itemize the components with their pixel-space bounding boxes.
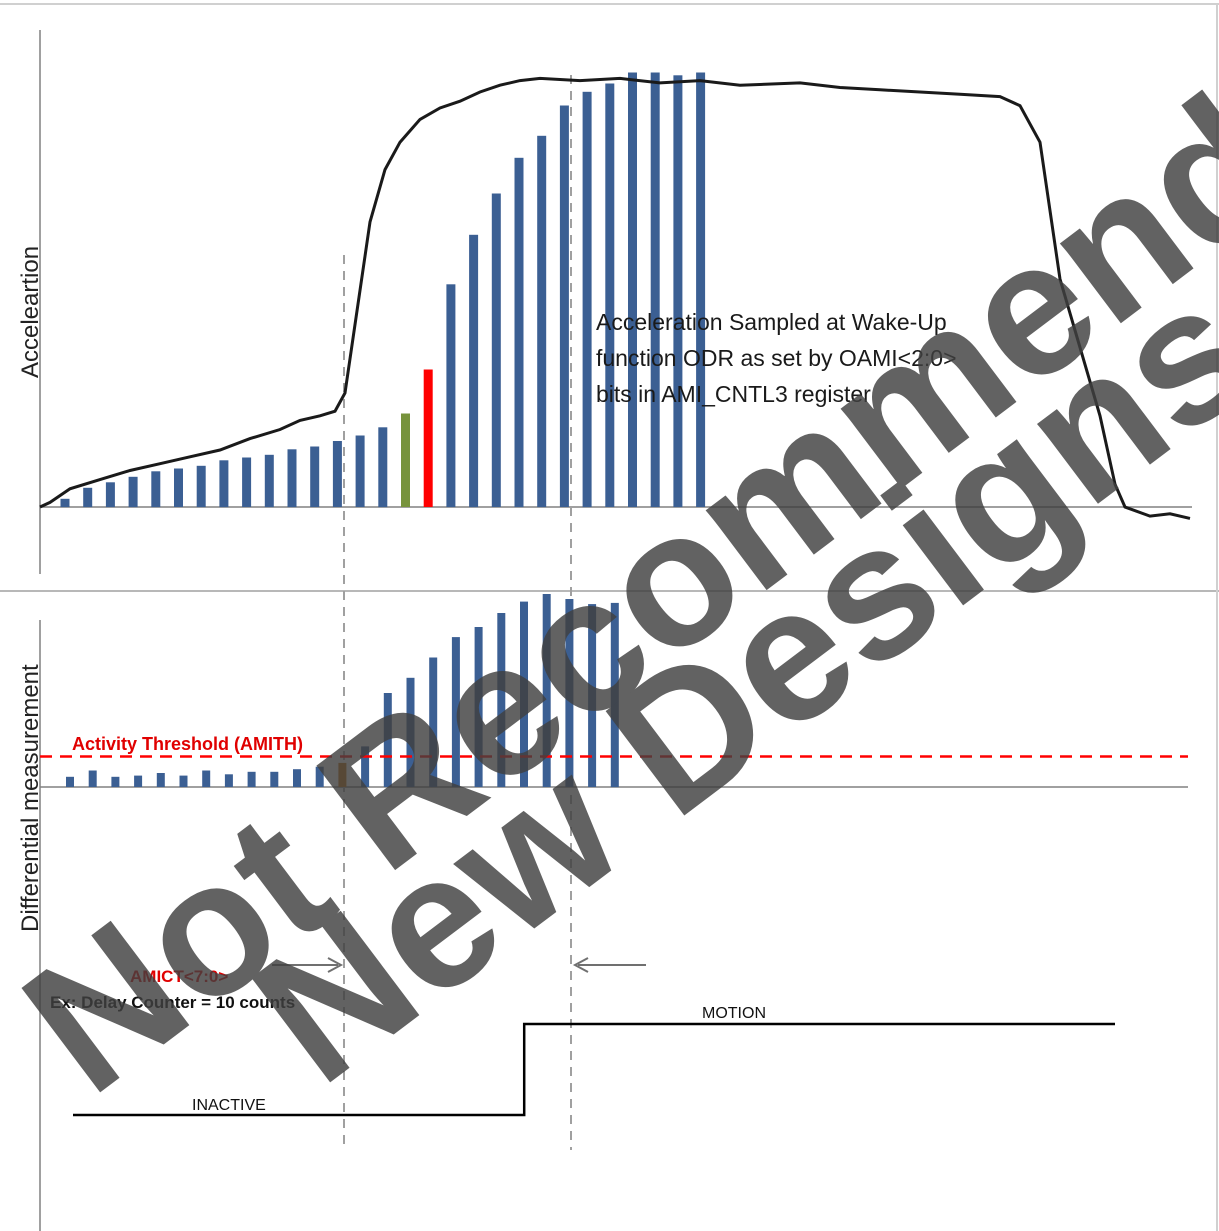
diff-bar xyxy=(270,771,279,787)
diff-bar xyxy=(224,774,233,787)
accel-bar xyxy=(582,91,592,508)
diff-bar xyxy=(179,775,188,787)
accel-bar xyxy=(151,471,161,508)
diff-bar xyxy=(111,776,120,787)
accel-bar xyxy=(264,454,274,508)
accel-bar xyxy=(559,105,569,507)
accel-bar xyxy=(242,457,252,507)
accel-bar xyxy=(128,476,138,508)
counter-example: Ex: Delay Counter = 10 counts xyxy=(50,993,295,1012)
diff-bar xyxy=(542,594,551,787)
accel-bar xyxy=(423,369,433,507)
accel-bar xyxy=(196,465,206,508)
diff-bar xyxy=(497,613,506,787)
acceleration-curve xyxy=(39,76,1191,520)
accel-bar xyxy=(287,449,297,508)
diff-y-label: Differential measurement xyxy=(17,664,44,932)
accel-bar xyxy=(446,284,456,508)
diff-bar xyxy=(315,766,324,787)
diff-bar xyxy=(66,776,74,787)
diff-bar xyxy=(247,771,256,787)
annotation-line-3: bits in AMI_CNTL3 register xyxy=(596,381,871,407)
acceleration-samples xyxy=(60,72,706,508)
accel-bar xyxy=(60,498,70,508)
accel-bar xyxy=(491,193,501,507)
diff-bar xyxy=(156,773,165,787)
diff-bar xyxy=(88,770,97,787)
accel-bar xyxy=(628,72,637,507)
diff-bar xyxy=(202,770,211,787)
counter-arrows xyxy=(272,957,646,973)
diff-bar xyxy=(293,769,301,787)
threshold-label: Activity Threshold (AMITH) xyxy=(72,734,303,754)
accel-bar xyxy=(673,75,683,508)
diff-bar xyxy=(361,746,370,787)
accel-bar xyxy=(401,413,410,507)
diff-bar xyxy=(406,677,415,787)
diff-bar xyxy=(451,637,460,787)
accel-bar xyxy=(355,435,365,507)
right-arrowhead-icon xyxy=(327,957,344,973)
differential-samples xyxy=(66,594,619,788)
accel-bar xyxy=(219,460,229,508)
diff-bar xyxy=(588,604,597,787)
accel-bar xyxy=(605,83,615,507)
diff-bar xyxy=(429,657,438,787)
accel-bar xyxy=(537,135,547,508)
accel-y-label: Acceleartion xyxy=(17,246,44,378)
diff-bar xyxy=(134,775,143,787)
annotation-line-2: function ODR as set by OAMI<2:0> xyxy=(596,345,957,371)
accel-bar xyxy=(83,487,93,508)
annotation-line-1: Acceleration Sampled at Wake-Up xyxy=(596,309,947,335)
diff-bar xyxy=(474,627,483,787)
diff-bar xyxy=(338,762,347,787)
accel-bar xyxy=(650,72,660,507)
motion-state-line xyxy=(73,1022,1115,1117)
accel-bar xyxy=(332,441,342,507)
diff-bar xyxy=(383,693,392,787)
accel-bar xyxy=(378,427,388,508)
accel-bar xyxy=(310,446,320,507)
left-arrowhead-icon xyxy=(572,957,589,973)
accel-bar xyxy=(514,157,524,508)
state-motion-label: MOTION xyxy=(702,1005,766,1022)
accel-bar xyxy=(105,482,115,508)
diff-bar xyxy=(565,599,574,787)
accel-bar xyxy=(469,234,479,508)
diff-bar xyxy=(520,601,528,787)
diff-bar xyxy=(610,602,619,788)
accel-bar xyxy=(174,468,183,507)
state-inactive-label: INACTIVE xyxy=(192,1097,266,1114)
accel-bar xyxy=(696,72,706,507)
counter-label: AMICT<7:0> xyxy=(130,967,228,986)
